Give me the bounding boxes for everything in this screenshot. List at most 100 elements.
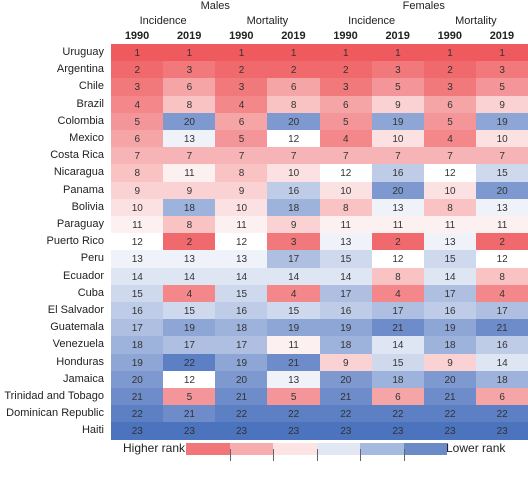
heatmap-cell: 3 [215, 78, 268, 97]
heatmap-cell: 18 [267, 198, 320, 217]
heatmap-cell: 18 [423, 336, 477, 355]
heatmap-cell: 19 [111, 353, 164, 372]
heatmap-cell: 2 [475, 233, 528, 251]
heatmap-cell: 7 [163, 147, 216, 165]
country-label: Uruguay [62, 46, 104, 58]
country-label: Bolivia [71, 200, 104, 213]
measure-header: Incidence [139, 15, 187, 27]
heatmap-cell: 8 [215, 164, 268, 183]
heatmap-cell: 1 [163, 44, 216, 62]
heatmap-cell: 11 [371, 216, 425, 234]
heatmap-cell: 13 [163, 250, 216, 269]
heatmap-cell: 22 [111, 405, 164, 423]
heatmap-cell: 8 [267, 95, 320, 114]
heatmap-cell: 14 [423, 267, 477, 286]
heatmap-cell: 10 [371, 130, 425, 148]
heatmap-cell: 5 [319, 112, 373, 131]
heatmap-cell: 11 [163, 164, 216, 183]
heatmap-cell: 19 [267, 319, 320, 337]
heatmap-cell: 12 [215, 233, 268, 251]
heatmap-cell: 19 [423, 319, 477, 337]
heatmap-cell: 7 [371, 147, 425, 165]
heatmap-cell: 6 [163, 78, 216, 97]
legend-tick [273, 449, 274, 461]
heatmap-cell: 13 [371, 198, 425, 217]
heatmap-cell: 20 [475, 181, 528, 200]
heatmap-cell: 23 [163, 422, 216, 441]
heatmap-cell: 22 [319, 405, 373, 423]
country-label: Honduras [56, 355, 104, 368]
group-header: Males [200, 0, 230, 12]
country-label: Mexico [69, 132, 104, 144]
heatmap-cell: 1 [475, 44, 528, 62]
heatmap-cell: 8 [163, 95, 216, 114]
heatmap-cell: 5 [423, 112, 477, 131]
heatmap-cell: 7 [267, 147, 320, 165]
heatmap-cell: 6 [371, 388, 425, 406]
legend-high-label: Lower rank [446, 441, 506, 455]
heatmap-cell: 18 [319, 336, 373, 355]
heatmap-cell: 18 [371, 370, 425, 389]
heatmap-cell: 16 [111, 302, 164, 320]
heatmap-cell: 13 [267, 370, 320, 389]
year-header: 2019 [489, 30, 515, 42]
heatmap-cell: 3 [475, 61, 528, 79]
heatmap-cell: 21 [267, 353, 320, 372]
heatmap-cell: 11 [319, 216, 373, 234]
heatmap-cell: 14 [111, 267, 164, 286]
heatmap-cell: 7 [319, 147, 373, 165]
heatmap-cell: 16 [267, 181, 320, 200]
heatmap-cell: 13 [319, 233, 373, 251]
country-label: Paraguay [56, 218, 104, 230]
heatmap-cell: 13 [163, 130, 216, 148]
heatmap-cell: 18 [163, 198, 216, 217]
heatmap-cell: 20 [371, 181, 425, 200]
heatmap-cell: 8 [371, 267, 425, 286]
country-label: Puerto Rico [46, 235, 104, 248]
heatmap-cell: 1 [319, 44, 373, 62]
heatmap-cell: 14 [475, 353, 528, 372]
heatmap-cell: 10 [319, 181, 373, 200]
heatmap-cell: 22 [163, 353, 216, 372]
heatmap-cell: 21 [423, 388, 477, 406]
legend-swatch [186, 443, 230, 455]
heatmap-cell: 6 [475, 388, 528, 406]
country-label: Chile [78, 80, 104, 93]
legend-tick [229, 449, 231, 461]
heatmap-cell: 6 [111, 130, 164, 148]
heatmap-cell: 2 [319, 61, 373, 79]
country-label: Haiti [81, 424, 104, 437]
heatmap-cell: 10 [111, 198, 164, 217]
heatmap-cell: 12 [267, 130, 320, 148]
heatmap-cell: 15 [475, 164, 528, 183]
heatmap-cell: 6 [319, 95, 373, 114]
heatmap-cell: 5 [267, 388, 320, 406]
heatmap-cell: 22 [267, 405, 320, 423]
legend-tick [403, 449, 405, 461]
heatmap-cell: 8 [111, 164, 164, 183]
country-label: Guatemala [50, 321, 104, 334]
heatmap-cell: 12 [111, 233, 164, 251]
heatmap-cell: 6 [215, 112, 268, 131]
heatmap-cell: 12 [371, 250, 425, 269]
heatmap-cell: 15 [163, 302, 216, 320]
legend-tick [360, 449, 361, 461]
heatmap-cell: 11 [111, 216, 164, 234]
heatmap-cell: 17 [111, 319, 164, 337]
heatmap-cell: 13 [111, 250, 164, 269]
heatmap-cell: 8 [475, 267, 528, 286]
heatmap-cell: 3 [423, 78, 477, 97]
heatmap-cell: 15 [319, 250, 373, 269]
heatmap-cell: 14 [267, 267, 320, 286]
heatmap-cell: 21 [319, 388, 373, 406]
legend-swatch [403, 443, 447, 455]
heatmap-cell: 17 [371, 302, 425, 320]
heatmap-cell: 9 [475, 95, 528, 114]
year-header: 2019 [281, 30, 306, 42]
heatmap-cell: 6 [267, 78, 320, 97]
country-label: Colombia [57, 114, 104, 127]
heatmap-cell: 21 [371, 319, 425, 337]
year-header: 2019 [385, 30, 410, 42]
heatmap-cell: 9 [267, 216, 320, 234]
